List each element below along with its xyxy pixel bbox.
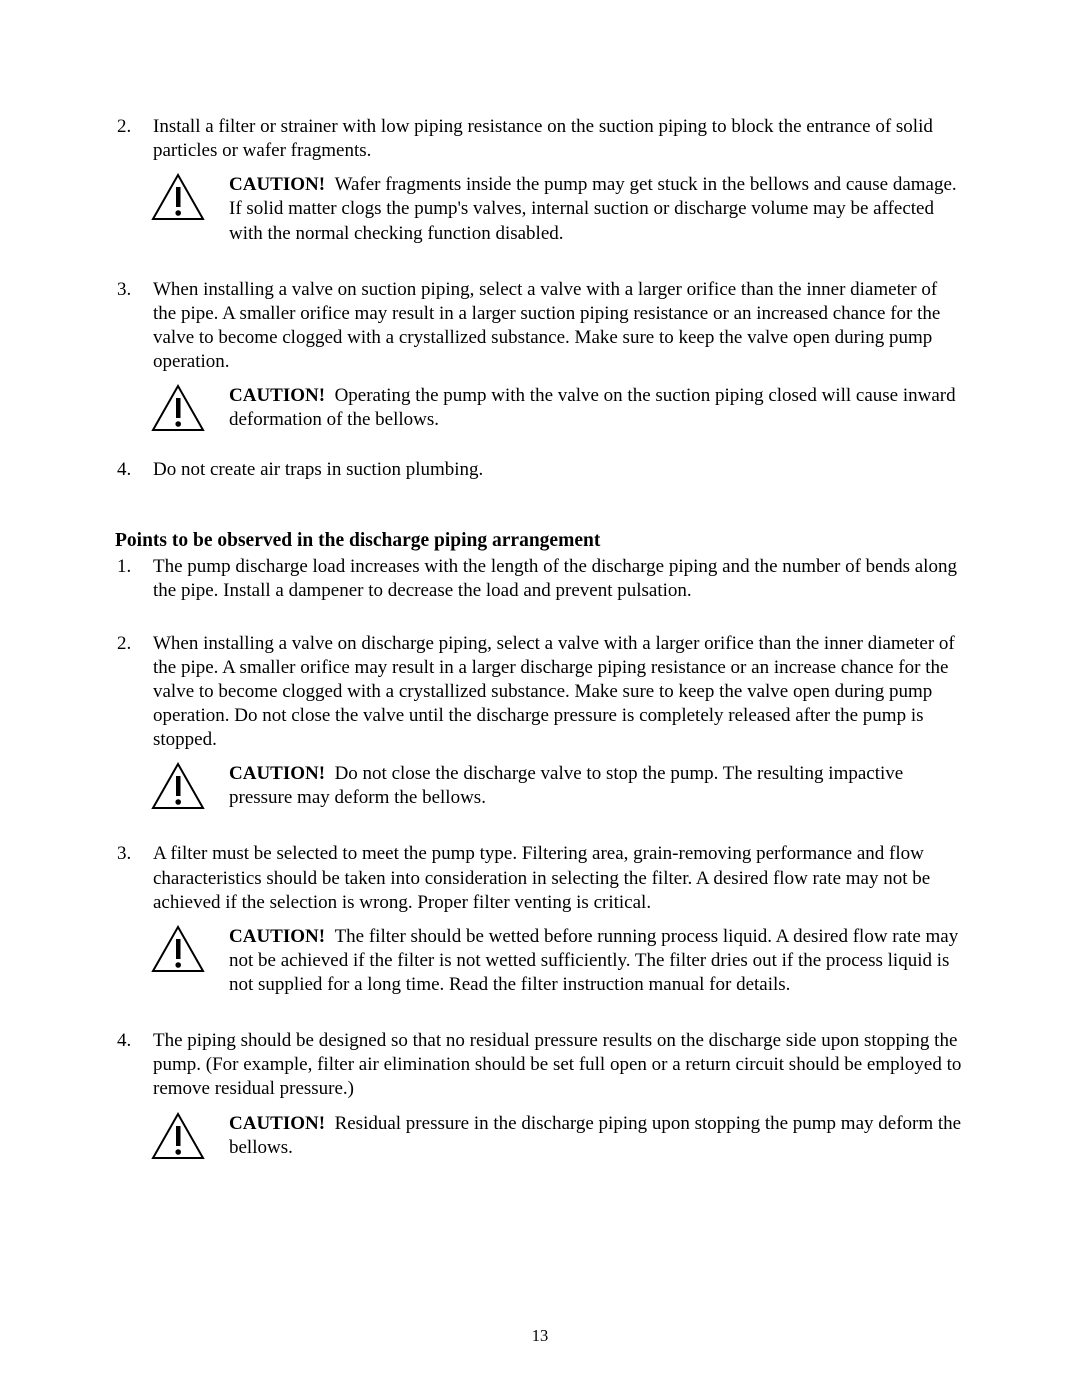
caution-body: Residual pressure in the discharge pipin…	[229, 1113, 961, 1158]
list-text: When installing a valve on discharge pip…	[153, 632, 965, 753]
caution-label: CAUTION!	[229, 385, 325, 406]
caution-body: The filter should be wetted before runni…	[229, 926, 958, 995]
list-item: 3. A filter must be selected to meet the…	[115, 842, 965, 914]
warning-icon	[151, 925, 229, 997]
caution-block: CAUTION! Operating the pump with the val…	[151, 384, 965, 432]
section-heading: Points to be observed in the discharge p…	[115, 529, 965, 554]
list-item: 4. The piping should be designed so that…	[115, 1029, 965, 1101]
caution-body: Do not close the discharge valve to stop…	[229, 763, 903, 808]
caution-body: Wafer fragments inside the pump may get …	[229, 174, 957, 243]
caution-label: CAUTION!	[229, 174, 325, 195]
list-number: 4.	[115, 458, 153, 482]
caution-block: CAUTION! The filter should be wetted bef…	[151, 925, 965, 997]
caution-text: CAUTION! Operating the pump with the val…	[229, 384, 965, 432]
caution-text: CAUTION! Do not close the discharge valv…	[229, 762, 965, 810]
list-text: Do not create air traps in suction plumb…	[153, 458, 965, 482]
caution-label: CAUTION!	[229, 763, 325, 784]
caution-body: Operating the pump with the valve on the…	[229, 385, 956, 430]
section-a: 2. Install a filter or strainer with low…	[115, 115, 965, 483]
list-item: 4. Do not create air traps in suction pl…	[115, 458, 965, 482]
list-text: A filter must be selected to meet the pu…	[153, 842, 965, 914]
caution-block: CAUTION! Wafer fragments inside the pump…	[151, 173, 965, 245]
caution-block: CAUTION! Do not close the discharge valv…	[151, 762, 965, 810]
warning-icon	[151, 384, 229, 432]
list-text: Install a filter or strainer with low pi…	[153, 115, 965, 163]
list-number: 1.	[115, 555, 153, 603]
list-number: 3.	[115, 842, 153, 914]
warning-icon	[151, 1112, 229, 1160]
list-number: 2.	[115, 115, 153, 163]
warning-icon	[151, 762, 229, 810]
list-number: 3.	[115, 278, 153, 375]
list-text: When installing a valve on suction pipin…	[153, 278, 965, 375]
caution-text: CAUTION! The filter should be wetted bef…	[229, 925, 965, 997]
list-number: 2.	[115, 632, 153, 753]
caution-text: CAUTION! Wafer fragments inside the pump…	[229, 173, 965, 245]
document-page: 2. Install a filter or strainer with low…	[0, 0, 1080, 1397]
warning-icon	[151, 173, 229, 245]
list-item: 2. Install a filter or strainer with low…	[115, 115, 965, 163]
list-item: 2. When installing a valve on discharge …	[115, 632, 965, 753]
list-number: 4.	[115, 1029, 153, 1101]
list-item: 3. When installing a valve on suction pi…	[115, 278, 965, 375]
caution-text: CAUTION! Residual pressure in the discha…	[229, 1112, 965, 1160]
page-number: 13	[0, 1326, 1080, 1347]
caution-block: CAUTION! Residual pressure in the discha…	[151, 1112, 965, 1160]
section-b: 1. The pump discharge load increases wit…	[115, 555, 965, 1160]
list-text: The piping should be designed so that no…	[153, 1029, 965, 1101]
caution-label: CAUTION!	[229, 1113, 325, 1134]
list-item: 1. The pump discharge load increases wit…	[115, 555, 965, 603]
caution-label: CAUTION!	[229, 926, 325, 947]
list-text: The pump discharge load increases with t…	[153, 555, 965, 603]
